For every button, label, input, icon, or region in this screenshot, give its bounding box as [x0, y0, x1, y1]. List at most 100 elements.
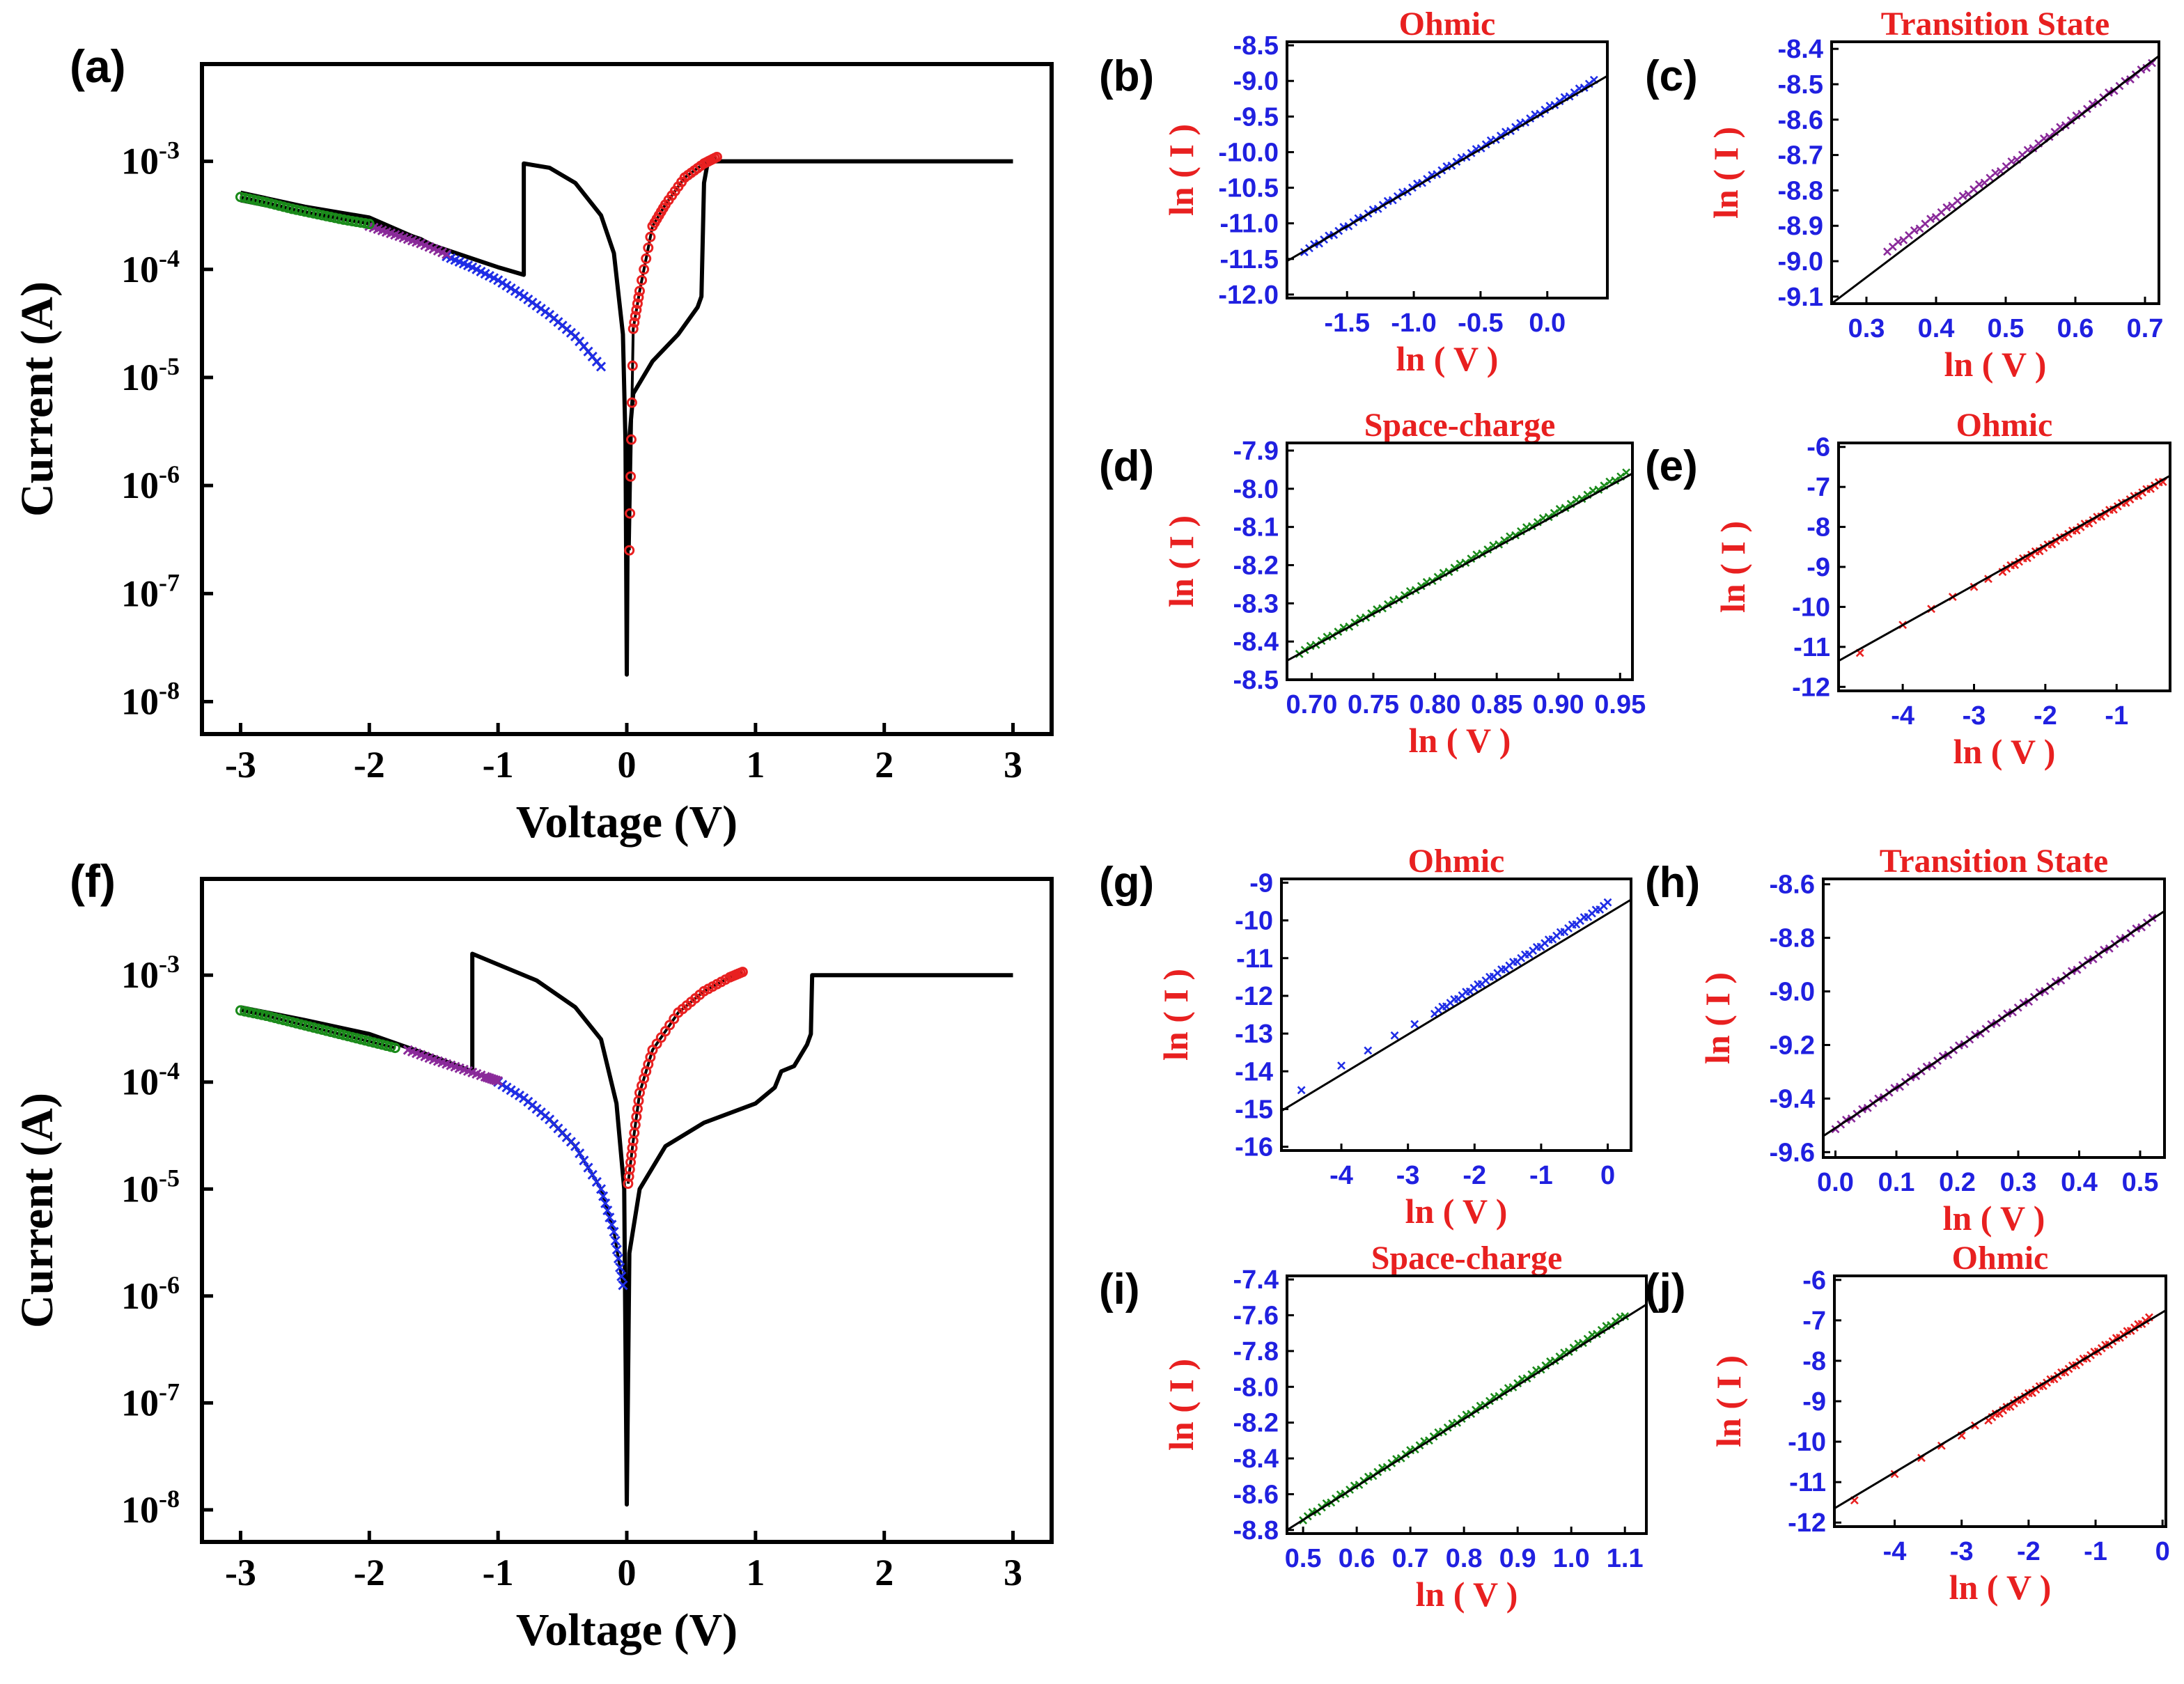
- data-point: [1410, 1020, 1419, 1029]
- x-tick-label: 0.90: [1533, 690, 1584, 719]
- data-point: [1974, 180, 1983, 189]
- plot-data: [1287, 75, 1607, 263]
- x-tick-label: 0.0: [1817, 1168, 1854, 1197]
- data-point: [1958, 192, 1967, 201]
- x-tick-label: -2: [2034, 701, 2057, 731]
- fit-line: [1839, 474, 2170, 662]
- data-point: [1603, 898, 1612, 907]
- panel-title: Space-charge: [1364, 407, 1556, 444]
- data-point: [595, 1184, 607, 1194]
- data-point: [602, 1205, 613, 1216]
- y-tick-label: 10-3: [121, 137, 180, 182]
- panel-label-e: (e): [1645, 442, 1698, 490]
- y-tick-label: -9.5: [1233, 102, 1279, 132]
- x-tick-label: 0.3: [1848, 314, 1885, 343]
- x-axis-title: ln ( V ): [1953, 732, 2056, 771]
- data-point: [711, 151, 722, 162]
- plot-frame: [1833, 1274, 2167, 1528]
- data-point: [609, 1226, 619, 1237]
- data-point: [607, 1219, 617, 1230]
- y-tick-label: -8.8: [1778, 176, 1823, 205]
- x-axis-title: ln ( V ): [1949, 1568, 2052, 1607]
- x-tick-label: -1: [483, 1552, 514, 1593]
- panel-g: (g) Ohmic-4 -3 -2 -1 0-16-15-14-13-12-11-10-9…: [1099, 843, 1632, 1231]
- x-tick-label: 0.6: [2057, 314, 2094, 343]
- y-tick-label: -7.6: [1233, 1302, 1279, 1331]
- data-point: [1483, 545, 1492, 554]
- y-tick-label: -9.1: [1778, 283, 1823, 312]
- data-point: [624, 1164, 635, 1175]
- y-tick-label: -8.6: [1233, 1480, 1279, 1509]
- data-point: [625, 434, 637, 445]
- y-tick-label: -8.5: [1233, 666, 1279, 695]
- x-tick-label: 0.8: [1446, 1544, 1483, 1573]
- y-tick-label: -8.0: [1233, 1373, 1279, 1402]
- y-tick-label: -8.8: [1233, 1516, 1279, 1545]
- panel-d: (d) Space-charge 0.70 0.75 0.80 0.85 0.90 0.95 -…: [1099, 407, 1646, 760]
- panel-title: Transition State: [1881, 6, 2109, 42]
- data-point: [1942, 203, 1951, 212]
- data-point: [645, 231, 656, 242]
- x-tick-label: 0.3: [2000, 1168, 2037, 1197]
- data-point: [364, 219, 375, 230]
- y-tick-label: -11: [1789, 1468, 1826, 1497]
- data-point: [385, 1041, 396, 1052]
- plot-data: [1287, 1303, 1646, 1531]
- data-point: [570, 1141, 581, 1151]
- y-axis-title: ln ( I ): [1709, 1355, 1748, 1447]
- y-tick-label: -9: [1249, 868, 1273, 898]
- y-tick-label: 10-5: [121, 352, 180, 398]
- panel-b: (b) Ohmic -1.5 -1.0 -0.5 0.0 -12.0 -11.5 -11.0 -1…: [1099, 6, 1609, 378]
- x-tick-label: 0.2: [1939, 1168, 1976, 1197]
- y-axis-title: Current (A): [12, 1093, 63, 1328]
- y-tick-label: -11: [1793, 633, 1830, 662]
- x-tick-label: 0.5: [1285, 1544, 1322, 1573]
- plot-data: [1839, 474, 2170, 662]
- x-tick-label: 0.9: [1499, 1544, 1536, 1573]
- panel-label-g: (g): [1099, 859, 1154, 907]
- fit-line: [1832, 55, 2159, 304]
- series-black-sweep: [240, 159, 1013, 677]
- y-tick-label: -11.0: [1219, 210, 1279, 239]
- y-tick-label: 10-8: [121, 676, 180, 722]
- y-tick-label: -6: [1807, 433, 1830, 462]
- y-tick-label: 10-7: [121, 568, 180, 614]
- series-ohmic-positive: [623, 967, 748, 1190]
- y-axis-title: ln ( I ): [1156, 969, 1195, 1061]
- data-point: [359, 218, 370, 229]
- data-point: [1297, 1086, 1306, 1095]
- y-tick-label: -8.2: [1233, 551, 1279, 580]
- data-point: [611, 1245, 622, 1255]
- y-tick-label: -13: [1235, 1020, 1273, 1049]
- data-point: [1991, 169, 2000, 178]
- data-point: [442, 249, 452, 260]
- panel-label-a: (a): [70, 40, 126, 92]
- y-tick-label: 10-7: [121, 1378, 180, 1424]
- panel-label-f: (f): [70, 855, 116, 907]
- y-tick-label: -11.5: [1219, 245, 1279, 274]
- y-tick-label: -12: [1788, 1508, 1826, 1538]
- x-tick-label: 0.70: [1286, 690, 1337, 719]
- y-tick-label: -9.2: [1770, 1031, 1815, 1060]
- y-tick-label: -6: [1802, 1266, 1826, 1295]
- data-point: [616, 1271, 627, 1281]
- series-space-charge-negative: [235, 1005, 400, 1054]
- panel-title: Transition State: [1880, 843, 2108, 880]
- data-point: [600, 1198, 611, 1208]
- x-tick-label: 2: [875, 744, 894, 786]
- x-tick-label: 0: [1600, 1161, 1615, 1190]
- panel-j: (j)Ohmic-4 -3 -2 -1 0-12-11-10-9-8-7-6ln ( V…: [1645, 1240, 2170, 1607]
- y-tick-label: -9.6: [1770, 1138, 1815, 1167]
- panel-title: Ohmic: [1952, 1240, 2049, 1277]
- data-point: [598, 1191, 609, 1201]
- fit-line: [1834, 1309, 2166, 1510]
- data-point: [633, 292, 644, 303]
- y-tick-label: -8: [1802, 1347, 1826, 1376]
- panel-label-d: (d): [1099, 442, 1154, 490]
- series-ohmic-negative: [442, 251, 607, 372]
- x-axis-title: Voltage (V): [516, 797, 738, 848]
- series-ohmic-positive: [624, 151, 722, 556]
- x-tick-label: -1.0: [1391, 309, 1436, 338]
- data-point: [629, 317, 640, 328]
- data-point: [631, 304, 642, 315]
